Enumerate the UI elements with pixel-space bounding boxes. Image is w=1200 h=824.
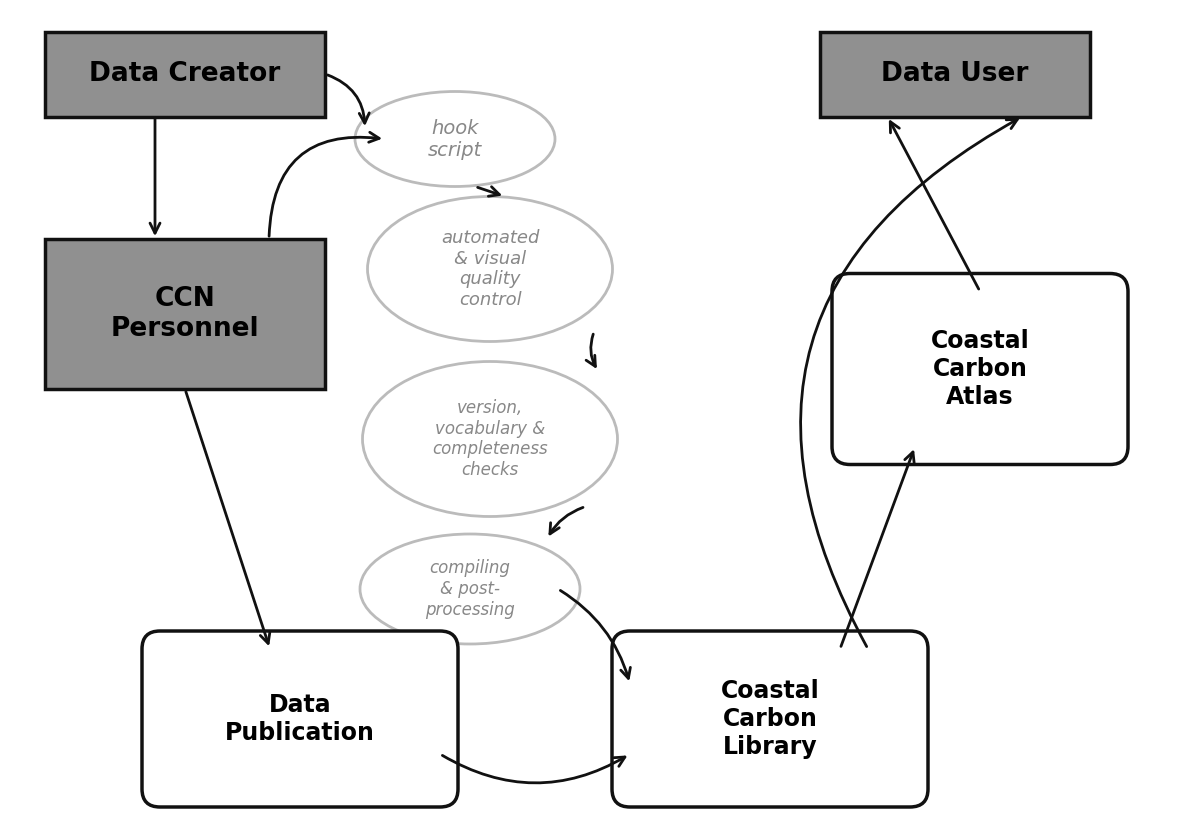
FancyBboxPatch shape bbox=[832, 274, 1128, 465]
Text: CCN
Personnel: CCN Personnel bbox=[110, 286, 259, 342]
Text: hook
script: hook script bbox=[428, 119, 482, 160]
FancyBboxPatch shape bbox=[820, 31, 1090, 116]
Ellipse shape bbox=[355, 91, 554, 186]
Text: automated
& visual
quality
control: automated & visual quality control bbox=[440, 229, 539, 309]
Text: Data User: Data User bbox=[881, 61, 1028, 87]
Text: Data Creator: Data Creator bbox=[89, 61, 281, 87]
Text: Coastal
Carbon
Atlas: Coastal Carbon Atlas bbox=[931, 330, 1030, 409]
FancyBboxPatch shape bbox=[46, 31, 325, 116]
FancyBboxPatch shape bbox=[46, 239, 325, 389]
Ellipse shape bbox=[360, 534, 580, 644]
FancyBboxPatch shape bbox=[612, 631, 928, 807]
Text: compiling
& post-
processing: compiling & post- processing bbox=[425, 559, 515, 619]
Text: Data
Publication: Data Publication bbox=[226, 693, 374, 745]
Text: version,
vocabulary &
completeness
checks: version, vocabulary & completeness check… bbox=[432, 399, 548, 480]
Ellipse shape bbox=[362, 362, 618, 517]
Text: Coastal
Carbon
Library: Coastal Carbon Library bbox=[721, 679, 820, 759]
FancyBboxPatch shape bbox=[142, 631, 458, 807]
Ellipse shape bbox=[367, 196, 612, 341]
